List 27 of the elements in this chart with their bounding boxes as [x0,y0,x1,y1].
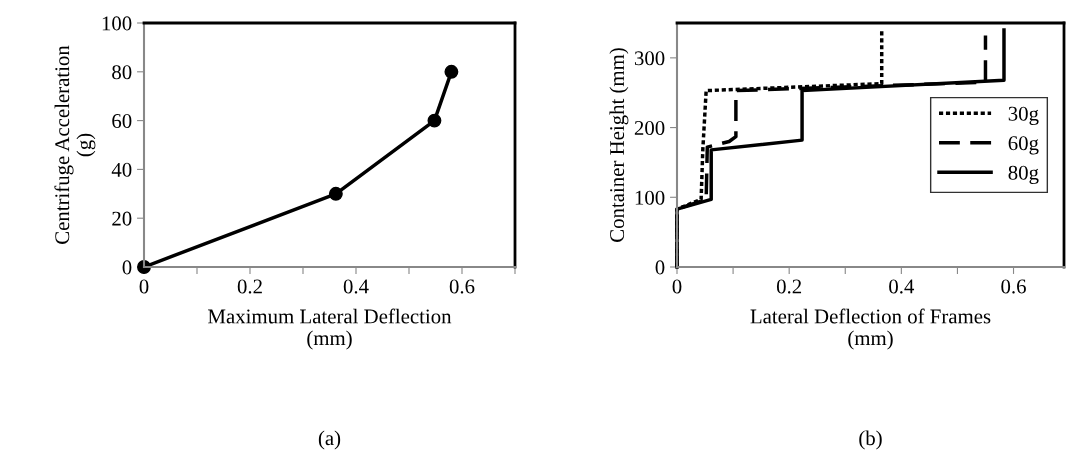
legend-label: 30g [1008,106,1039,126]
y-tick-label: 0 [122,260,132,275]
x-tick-label: 0.6 [1001,279,1026,294]
x-tick-label: 0.6 [449,279,475,294]
y-tick-label: 100 [102,16,132,31]
y-tick-label: 60 [112,113,132,129]
y-axis-title: Container Height (mm) [609,48,629,242]
x-tick-label: 0 [672,279,682,294]
y-tick-label: 40 [111,162,132,177]
x-tick-label: 0.2 [776,279,802,294]
legend-label: 80g [1008,165,1039,185]
legend-label: 60g [1008,136,1039,155]
y-tick-label: 300 [634,51,665,66]
y-tick-label: 0 [655,260,665,275]
y-tick-label: 20 [112,211,132,226]
y-tick-label: 80 [112,65,132,80]
x-tick-label: 0.4 [343,279,369,294]
text: (b) [859,430,882,450]
x-axis-title: Maximum Lateral Deflection (mm) [208,308,452,350]
x-tick-label: 0.4 [889,279,915,294]
x-tick-label: 0.2 [237,279,262,294]
y-tick-label: 100 [635,190,665,205]
text: (a) [318,430,341,450]
y-tick-label: 200 [634,120,665,135]
y-axis-title: Centrifuge Acceleration (g) [54,45,96,244]
x-tick-label: 0 [139,279,149,294]
x-axis-title: Lateral Deflection of Frames (mm) [750,308,991,350]
